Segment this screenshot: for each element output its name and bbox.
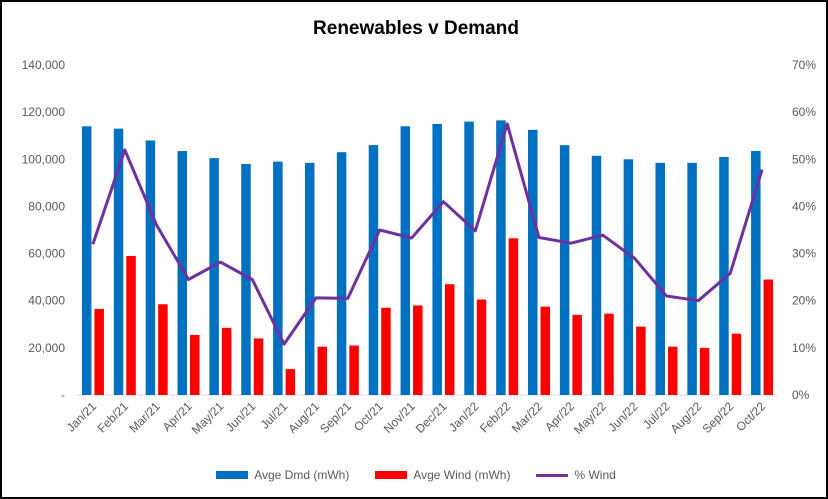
x-tick-label: Nov/21 [381, 399, 418, 436]
bar-demand [464, 121, 474, 396]
x-tick-label: Dec/21 [413, 399, 450, 436]
legend-swatch-wind [375, 471, 408, 479]
x-tick-label: Aug/22 [668, 399, 705, 436]
bar-wind [190, 334, 200, 395]
y-right-tick-label: 20% [792, 294, 816, 308]
bar-wind [158, 304, 168, 395]
bar-wind [413, 305, 423, 395]
x-tick-label: Jun/22 [605, 399, 641, 435]
bar-demand [304, 162, 315, 395]
x-tick-label: Sep/21 [317, 399, 354, 436]
x-tick-label: Mar/22 [509, 399, 546, 436]
x-tick-label: Oct/21 [351, 399, 386, 434]
bar-wind [636, 326, 646, 395]
legend: Avge Dmd (mWh) Avge Wind (mWh) % Wind [2, 468, 828, 482]
x-tick-label: Feb/22 [477, 399, 514, 436]
bar-wind [444, 284, 455, 395]
bar-wind [731, 333, 742, 395]
y-right-tick-label: 30% [792, 247, 816, 261]
bar-wind [126, 255, 136, 395]
bar-wind [572, 314, 582, 395]
y-left-tick-label: 80,000 [28, 199, 65, 213]
y-left-tick-label: 120,000 [22, 105, 66, 119]
x-tick-label: Aug/21 [285, 399, 322, 436]
bar-demand [113, 128, 124, 395]
y-left-tick-label: 60,000 [28, 247, 65, 261]
bar-demand [528, 129, 538, 396]
y-left-tick-label: - [61, 388, 65, 402]
y-right-tick-label: 60% [792, 105, 816, 119]
bar-demand [241, 164, 251, 395]
legend-label-wind: Avge Wind (mWh) [413, 468, 511, 482]
bar-wind [285, 369, 296, 395]
y-right-tick-label: 70% [792, 58, 816, 72]
bar-demand [273, 161, 283, 395]
x-tick-label: Jan/21 [64, 399, 100, 435]
x-tick-label: Feb/21 [95, 399, 132, 436]
bar-wind [699, 347, 710, 395]
bar-demand [496, 120, 506, 396]
bar-demand [81, 126, 92, 396]
y-right-tick-label: 40% [792, 199, 816, 213]
legend-swatch-demand [216, 471, 249, 479]
bar-demand [559, 145, 570, 395]
bar-wind [508, 238, 519, 395]
bar-wind [94, 308, 104, 395]
bar-demand [655, 162, 665, 395]
x-tick-label: Jun/21 [223, 399, 259, 435]
line-pct-wind [91, 122, 764, 346]
chart-title: Renewables v Demand [313, 18, 519, 39]
legend-swatch-pct-wind [536, 473, 569, 477]
bar-demand [432, 123, 442, 395]
x-tick-label: Jan/22 [446, 399, 482, 435]
bar-wind [317, 346, 327, 395]
bar-wind [604, 313, 614, 395]
bar-demand [209, 158, 219, 395]
bar-wind [476, 299, 487, 395]
bar-demand [751, 151, 761, 395]
x-tick-label: Sep/22 [700, 399, 737, 436]
x-tick-label: May/21 [189, 399, 227, 437]
y-left-tick-label: 40,000 [28, 294, 65, 308]
bar-wind [221, 327, 232, 395]
y-left-tick-label: 140,000 [22, 58, 66, 72]
bar-demand [687, 162, 697, 395]
legend-item-demand: Avge Dmd (mWh) [216, 468, 349, 482]
bar-demand [623, 159, 634, 395]
y-right-tick-label: 50% [792, 152, 816, 166]
bar-demand [336, 152, 347, 395]
x-tick-label: May/22 [571, 399, 609, 437]
bar-demand [145, 140, 156, 395]
bar-wind [540, 306, 551, 395]
bar-demand [719, 156, 729, 395]
y-left-tick-label: 100,000 [22, 152, 66, 166]
bar-wind [253, 338, 264, 395]
bar-demand [368, 145, 379, 395]
legend-item-pct-wind: % Wind [536, 468, 616, 482]
x-tick-label: Mar/21 [126, 399, 163, 436]
bar-wind [381, 307, 391, 395]
bar-demand [400, 126, 411, 396]
bar-wind [349, 345, 359, 395]
bar-demand [591, 155, 602, 395]
bar-wind [763, 279, 774, 395]
legend-label-pct-wind: % Wind [574, 468, 616, 482]
y-right-tick-label: 0% [792, 388, 810, 402]
legend-label-demand: Avge Dmd (mWh) [254, 468, 350, 482]
y-left-tick-label: 20,000 [28, 341, 65, 355]
y-right-tick-label: 10% [792, 341, 816, 355]
legend-item-wind: Avge Wind (mWh) [375, 468, 510, 482]
x-tick-label: Oct/22 [733, 399, 768, 434]
bar-demand [177, 151, 188, 395]
bar-wind [667, 346, 678, 395]
